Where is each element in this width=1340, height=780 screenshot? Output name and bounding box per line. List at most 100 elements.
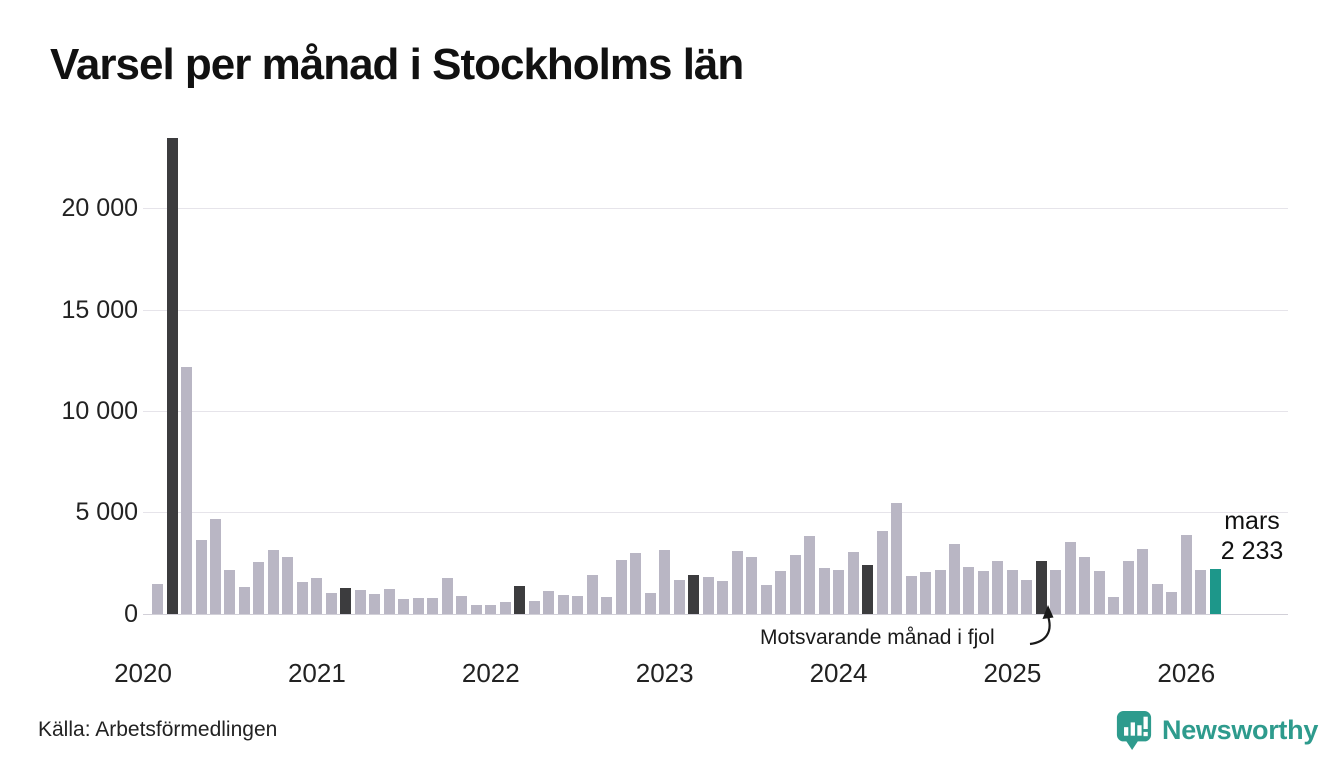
bar-2023-03 bbox=[688, 574, 700, 614]
bar-2021-05 bbox=[369, 593, 381, 614]
chart-title: Varsel per månad i Stockholms län bbox=[50, 40, 744, 89]
bar-2026-03 bbox=[1209, 568, 1221, 614]
bar-2024-07 bbox=[920, 571, 931, 614]
y-axis-tick-10000: 10 000 bbox=[61, 396, 138, 425]
bar-2023-05 bbox=[717, 581, 729, 614]
bar-2025-01 bbox=[1006, 570, 1018, 614]
bar-2025-09 bbox=[1122, 560, 1134, 614]
bar-2022-07 bbox=[572, 595, 584, 614]
bar-2022-09 bbox=[601, 597, 613, 614]
bar-2022-05 bbox=[543, 590, 555, 614]
bar-2020-07 bbox=[224, 570, 236, 614]
bar-2022-01 bbox=[485, 604, 497, 614]
bar-2025-03 bbox=[1035, 561, 1047, 614]
bar-2020-08 bbox=[238, 586, 250, 614]
y-axis-tick-20000: 20 000 bbox=[61, 194, 138, 223]
annotation-arrow-icon bbox=[1029, 605, 1054, 646]
bar-2022-04 bbox=[528, 601, 540, 614]
bar-2021-12 bbox=[470, 605, 482, 614]
bar-2024-12 bbox=[992, 561, 1004, 614]
bar-2021-02 bbox=[325, 592, 337, 614]
bar-2023-04 bbox=[702, 577, 714, 614]
bar-2021-09 bbox=[427, 597, 439, 614]
bar-2024-06 bbox=[905, 575, 917, 614]
x-axis-year-2022: 2022 bbox=[461, 658, 520, 688]
bar-2024-10 bbox=[963, 566, 975, 614]
bar-2021-07 bbox=[398, 599, 410, 614]
x-axis-year-2025: 2025 bbox=[983, 658, 1042, 688]
gridline-20000 bbox=[143, 208, 1288, 210]
x-axis-year-2021: 2021 bbox=[287, 658, 346, 688]
bar-2020-12 bbox=[296, 581, 308, 614]
bar-2023-06 bbox=[731, 551, 743, 614]
bar-2024-02 bbox=[847, 552, 859, 614]
bar-2021-03 bbox=[340, 587, 352, 614]
bar-2024-04 bbox=[876, 531, 888, 614]
bar-2020-05 bbox=[195, 540, 207, 614]
bar-2023-01 bbox=[659, 550, 671, 614]
gridline-0 bbox=[143, 613, 1288, 615]
bar-2021-10 bbox=[441, 577, 453, 614]
bar-2021-01 bbox=[311, 577, 323, 614]
bar-2020-04 bbox=[181, 366, 192, 614]
bar-2025-06 bbox=[1079, 556, 1091, 614]
bar-2024-01 bbox=[833, 570, 844, 614]
bar-2022-10 bbox=[615, 559, 627, 614]
bar-2021-04 bbox=[354, 589, 366, 614]
bar-2021-06 bbox=[383, 588, 395, 614]
gridline-15000 bbox=[143, 309, 1288, 311]
bar-2024-05 bbox=[891, 502, 902, 614]
gridline-5000 bbox=[143, 512, 1288, 514]
bar-2023-02 bbox=[673, 579, 685, 614]
x-axis-year-2026: 2026 bbox=[1157, 658, 1216, 688]
bar-2026-01 bbox=[1180, 535, 1192, 614]
bar-2022-02 bbox=[499, 602, 511, 614]
bar-2025-05 bbox=[1064, 542, 1076, 614]
bar-2026-02 bbox=[1195, 569, 1207, 614]
bar-2023-12 bbox=[818, 567, 830, 614]
annotation-label: Motsvarande månad i fjol bbox=[760, 626, 995, 649]
bar-2020-11 bbox=[282, 557, 294, 614]
y-axis-tick-15000: 15 000 bbox=[61, 295, 138, 324]
x-axis-year-2023: 2023 bbox=[635, 658, 694, 688]
bar-2025-12 bbox=[1166, 591, 1178, 614]
x-axis-year-2024: 2024 bbox=[809, 658, 868, 688]
bar-2020-03 bbox=[166, 137, 178, 614]
bar-2020-06 bbox=[210, 518, 221, 614]
brand-name: Newsworthy bbox=[1162, 714, 1319, 745]
bar-2022-11 bbox=[630, 553, 642, 614]
current-month-value: 2 233 bbox=[1220, 537, 1284, 565]
bar-2022-06 bbox=[557, 594, 569, 614]
y-axis-tick-0: 0 bbox=[124, 599, 138, 628]
bar-2025-08 bbox=[1108, 597, 1120, 614]
bar-2025-10 bbox=[1137, 548, 1149, 614]
brand-logo: Newsworthy bbox=[1115, 709, 1318, 751]
bar-2021-08 bbox=[412, 598, 424, 614]
bar-2025-02 bbox=[1021, 580, 1033, 614]
bar-2022-08 bbox=[586, 574, 598, 614]
bar-2020-10 bbox=[267, 550, 279, 614]
current-month-label: mars 2 233 bbox=[1210, 506, 1294, 566]
bar-2023-09 bbox=[775, 571, 787, 614]
bar-2025-07 bbox=[1093, 570, 1105, 614]
bar-2023-11 bbox=[804, 535, 815, 614]
newsworthy-icon bbox=[1116, 711, 1152, 750]
bar-2024-09 bbox=[949, 544, 960, 614]
source-label: Källa: Arbetsförmedlingen bbox=[38, 718, 278, 741]
bar-2025-04 bbox=[1050, 570, 1062, 614]
bar-2025-11 bbox=[1151, 584, 1163, 614]
bar-2023-08 bbox=[760, 585, 772, 614]
gridline-10000 bbox=[143, 410, 1288, 412]
bar-2024-08 bbox=[934, 570, 946, 614]
x-axis-year-2020: 2020 bbox=[114, 658, 172, 688]
current-month-name: mars bbox=[1224, 507, 1280, 535]
bar-2020-02 bbox=[152, 583, 163, 614]
bar-2022-12 bbox=[644, 592, 656, 614]
y-axis-tick-5000: 5 000 bbox=[75, 498, 138, 527]
bar-2023-10 bbox=[789, 555, 801, 614]
bar-2024-11 bbox=[977, 570, 989, 614]
bar-2021-11 bbox=[456, 596, 468, 614]
bar-2024-03 bbox=[862, 564, 873, 614]
